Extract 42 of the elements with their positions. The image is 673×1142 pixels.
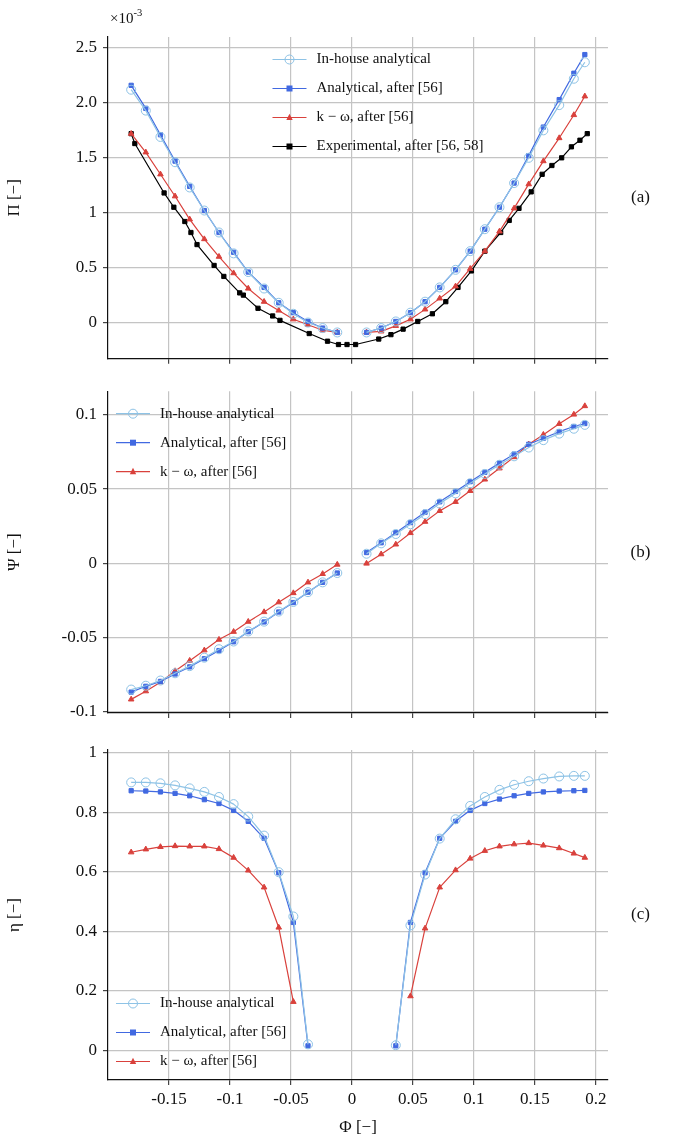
- y-tick-label: 0: [88, 552, 97, 572]
- legend-label: k − ω, after [56]: [316, 108, 414, 125]
- legend-label: k − ω, after [56]: [160, 462, 258, 479]
- y-tick-label: 0: [88, 312, 97, 332]
- y-tick-label: -0.1: [70, 700, 97, 720]
- x-tick-label: 0.1: [463, 1088, 485, 1108]
- legend-label: Experimental, after [56, 58]: [316, 137, 484, 154]
- y-tick-label: -0.05: [61, 626, 97, 646]
- legend-label: Analytical, after [56]: [160, 1023, 287, 1040]
- legend-label: k − ω, after [56]: [160, 1052, 258, 1069]
- y-tick-label: 0: [88, 1039, 97, 1059]
- x-tick-label: 0.05: [398, 1088, 428, 1108]
- y-axis-title: Π [−]: [3, 179, 23, 217]
- text: (a): [631, 187, 650, 207]
- legend-label: In-house analytical: [160, 994, 275, 1011]
- y-tick-label: 0.5: [75, 257, 97, 277]
- y-tick-label: 0.2: [75, 980, 97, 1000]
- y-tick-label: 0.6: [75, 861, 97, 881]
- x-tick-label: 0.2: [585, 1088, 607, 1108]
- y-tick-label: 0.05: [67, 478, 97, 498]
- legend-label: Analytical, after [56]: [316, 79, 443, 96]
- y-tick-label: 0.1: [75, 404, 97, 424]
- y-tick-label: 2.5: [75, 37, 97, 57]
- y-tick-label: 1.5: [75, 147, 97, 167]
- y-tick-label: 0.4: [75, 920, 98, 940]
- x-tick-label: 0: [347, 1088, 357, 1108]
- y-tick-label: 1: [88, 742, 97, 762]
- y-tick-label: 2.0: [75, 92, 97, 112]
- y-tick-label: 1: [88, 202, 97, 222]
- x-tick-label: -0.05: [273, 1088, 309, 1108]
- y-axis-title: η [−]: [3, 897, 23, 933]
- text: (b): [630, 541, 651, 561]
- text: (c): [631, 904, 650, 924]
- x-tick-label: -0.1: [216, 1088, 244, 1108]
- legend-label: Analytical, after [56]: [160, 433, 287, 450]
- x-tick-label: 0.15: [519, 1088, 550, 1108]
- y-tick-label: 0.8: [75, 801, 97, 821]
- legend-label: In-house analytical: [160, 404, 275, 421]
- y-axis-title: Ψ [−]: [3, 533, 23, 571]
- x-tick-label: -0.15: [151, 1088, 187, 1108]
- x-axis-title: Φ [−]: [339, 1117, 377, 1137]
- legend-label: In-house analytical: [316, 50, 432, 67]
